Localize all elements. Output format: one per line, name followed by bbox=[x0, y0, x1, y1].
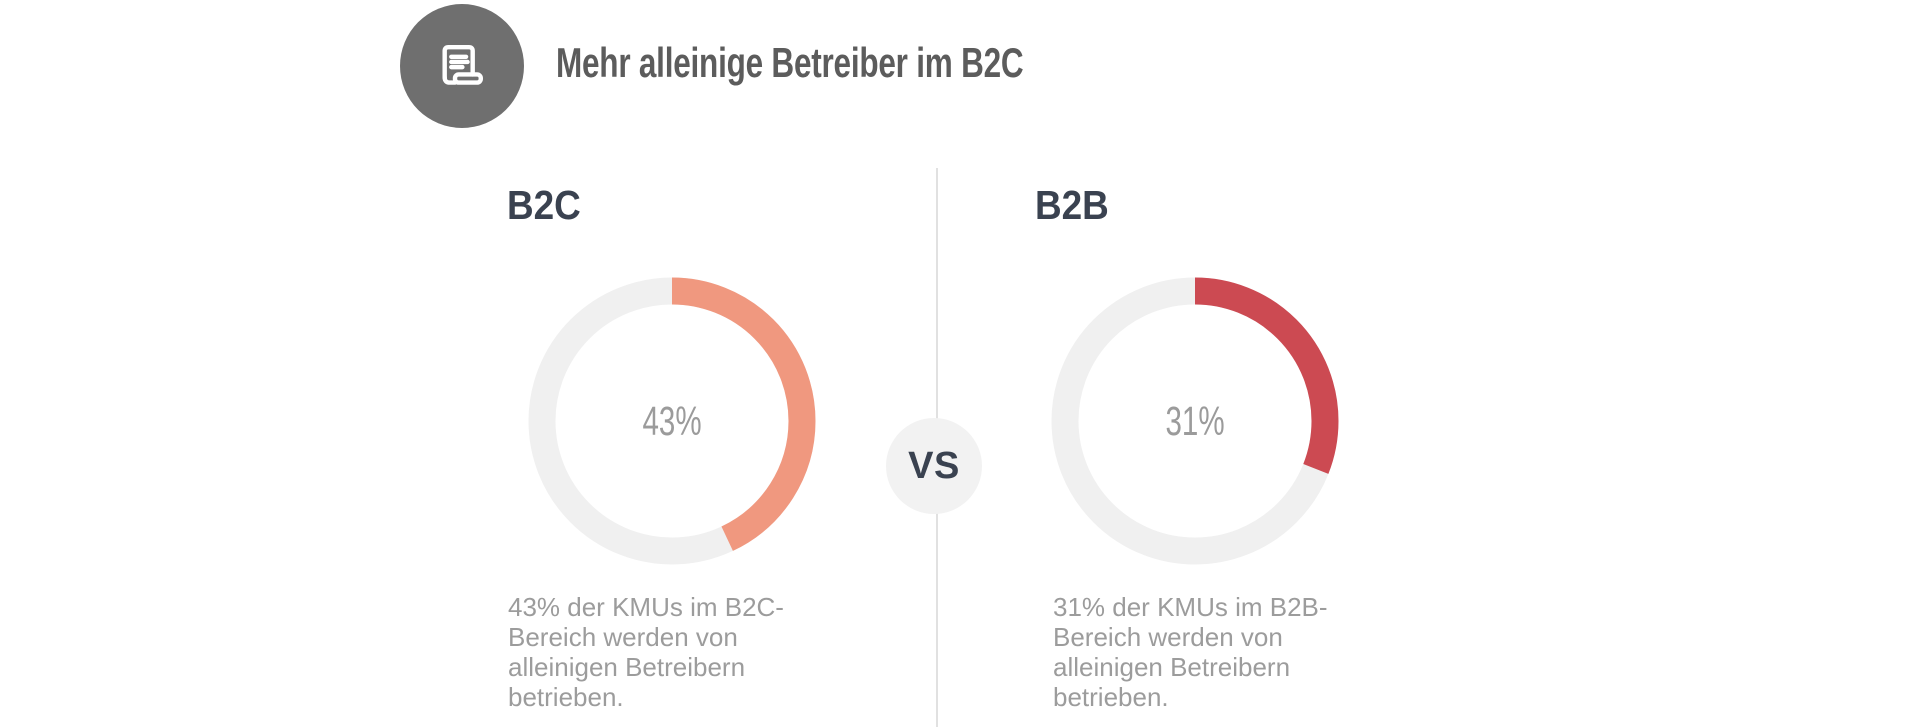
caption-line: alleinigen Betreibern bbox=[508, 652, 746, 682]
donut-svg-b2b bbox=[1051, 277, 1339, 565]
vs-label: VS bbox=[908, 444, 960, 487]
panel-title-b2c: B2C bbox=[507, 182, 581, 228]
donut-value-arc bbox=[528, 277, 816, 565]
page-title: Mehr alleinige Betreiber im B2C bbox=[556, 39, 1024, 86]
panel-caption-b2b: 31% der KMUs im B2B- Bereich werden von … bbox=[1053, 592, 1383, 712]
caption-line: Bereich werden von bbox=[508, 622, 738, 652]
donut-value-arc bbox=[1051, 277, 1339, 565]
caption-line: 31% der KMUs im B2B- bbox=[1053, 592, 1328, 622]
header-icon-badge bbox=[400, 4, 524, 128]
donut-chart-b2b: 31% bbox=[1050, 276, 1340, 566]
caption-line: alleinigen Betreibern bbox=[1053, 652, 1291, 682]
panel-title-b2b: B2B bbox=[1035, 182, 1109, 228]
panel-caption-b2c: 43% der KMUs im B2C- Bereich werden von … bbox=[508, 592, 838, 712]
receipt-scroll-icon bbox=[442, 45, 483, 85]
caption-line: Bereich werden von bbox=[1053, 622, 1283, 652]
vs-badge: VS bbox=[886, 418, 982, 514]
caption-line: 43% der KMUs im B2C- bbox=[508, 592, 784, 622]
caption-line: betrieben. bbox=[508, 682, 624, 712]
donut-svg-b2c bbox=[528, 277, 816, 565]
donut-chart-b2c: 43% bbox=[527, 276, 817, 566]
caption-line: betrieben. bbox=[1053, 682, 1169, 712]
